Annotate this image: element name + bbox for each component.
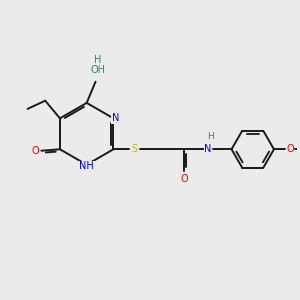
- Text: O: O: [180, 174, 188, 184]
- Text: S: S: [132, 144, 138, 154]
- Text: N: N: [204, 144, 212, 154]
- Text: H: H: [94, 55, 102, 64]
- Text: OH: OH: [90, 65, 105, 76]
- Text: O: O: [31, 146, 39, 156]
- Text: N: N: [112, 113, 119, 123]
- Text: H: H: [208, 132, 214, 141]
- Text: O: O: [286, 144, 294, 154]
- Text: NH: NH: [79, 161, 94, 171]
